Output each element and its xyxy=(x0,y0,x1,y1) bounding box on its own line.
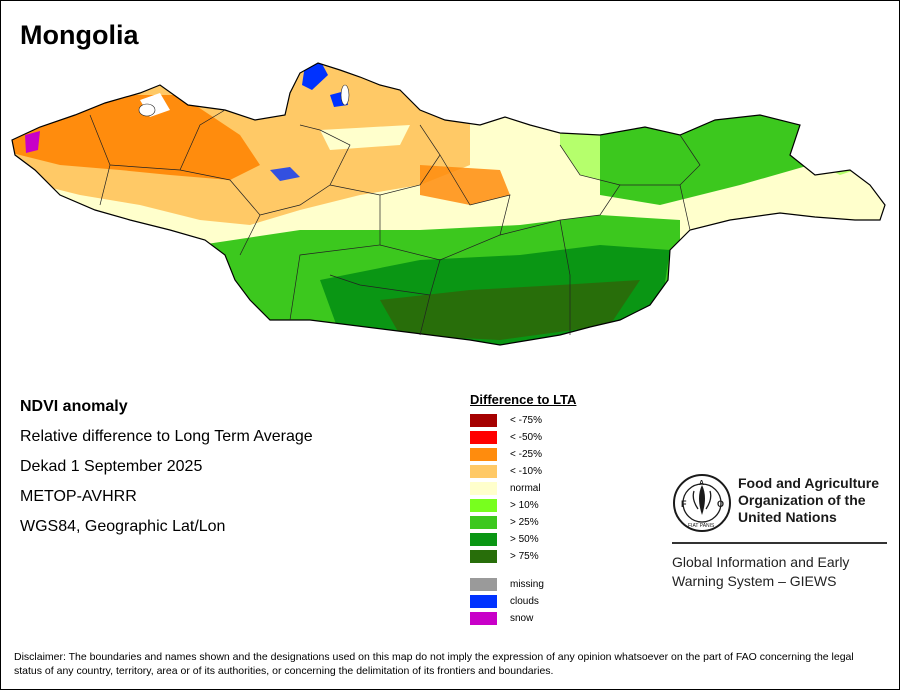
legend-swatch xyxy=(470,414,497,427)
map-info: NDVI anomaly Relative difference to Long… xyxy=(20,397,313,547)
giews-label: Global Information and Early Warning Sys… xyxy=(672,553,849,591)
legend-swatch xyxy=(470,533,497,546)
legend-label: < -50% xyxy=(510,432,542,443)
legend-row: < -25% xyxy=(470,446,576,463)
legend-label: missing xyxy=(510,579,544,590)
legend-swatch xyxy=(470,431,497,444)
legend-label: > 25% xyxy=(510,517,539,528)
info-description: Relative difference to Long Term Average xyxy=(20,428,313,445)
info-projection: WGS84, Geographic Lat/Lon xyxy=(20,518,226,535)
legend-swatch xyxy=(470,550,497,563)
legend-label: > 50% xyxy=(510,534,539,545)
fao-name: Food and Agriculture Organization of the… xyxy=(738,475,879,526)
province-borders xyxy=(89,109,701,336)
fao-logo: F O A FIAT PANIS xyxy=(673,474,731,532)
legend-row: < -50% xyxy=(470,429,576,446)
fao-name-line2: Organization of the xyxy=(738,492,866,508)
fao-branding: F O A FIAT PANIS Food and Agriculture Or… xyxy=(672,473,887,589)
svg-text:A: A xyxy=(699,480,704,487)
legend-swatch xyxy=(470,465,497,478)
legend-row: < -10% xyxy=(470,463,576,480)
legend-label: < -75% xyxy=(510,415,542,426)
legend-row: > 10% xyxy=(470,497,576,514)
legend-extra: missing clouds snow xyxy=(470,576,576,627)
legend-row: > 25% xyxy=(470,514,576,531)
legend-row: > 50% xyxy=(470,531,576,548)
legend-row: < -75% xyxy=(470,412,576,429)
legend-row: snow xyxy=(470,610,576,627)
giews-line2: Warning System – GIEWS xyxy=(672,573,837,589)
legend-title: Difference to LTA xyxy=(470,392,577,407)
legend-swatch xyxy=(470,595,497,608)
info-date: Dekad 1 September 2025 xyxy=(20,458,203,475)
info-product: NDVI anomaly xyxy=(20,398,128,415)
fao-name-line3: United Nations xyxy=(738,509,837,525)
disclaimer: Disclaimer: The boundaries and names sho… xyxy=(14,651,854,677)
legend-swatch xyxy=(470,499,497,512)
legend-row: clouds xyxy=(470,593,576,610)
legend-swatch xyxy=(470,578,497,591)
legend-label: < -25% xyxy=(510,449,542,460)
legend-row: missing xyxy=(470,576,576,593)
ndvi-raster xyxy=(12,63,885,345)
legend-swatch xyxy=(470,482,497,495)
legend-items: < -75% < -50% < -25% < -10% normal > 10% > 25%… xyxy=(470,412,576,565)
legend-label: < -10% xyxy=(510,466,542,477)
svg-text:F: F xyxy=(681,499,687,509)
legend-swatch xyxy=(470,612,497,625)
giews-line1: Global Information and Early xyxy=(672,554,850,570)
mongolia-ndvi-map xyxy=(11,62,886,346)
divider xyxy=(672,542,887,544)
legend-label: > 75% xyxy=(510,551,539,562)
legend-label: snow xyxy=(510,613,534,624)
legend-label: normal xyxy=(510,483,541,494)
legend-row: normal xyxy=(470,480,576,497)
map-title: Mongolia xyxy=(20,20,139,50)
svg-text:FIAT PANIS: FIAT PANIS xyxy=(688,523,715,529)
legend-swatch xyxy=(470,516,497,529)
info-sensor: METOP-AVHRR xyxy=(20,488,137,505)
legend-row: > 75% xyxy=(470,548,576,565)
fao-name-line1: Food and Agriculture xyxy=(738,475,880,491)
lakes xyxy=(138,84,350,117)
svg-text:O: O xyxy=(717,499,724,509)
country-border xyxy=(11,62,886,346)
legend-swatch xyxy=(470,448,497,461)
legend: Difference to LTA < -75% < -50% < -25% < -1… xyxy=(470,392,576,627)
legend-label: > 10% xyxy=(510,500,539,511)
legend-label: clouds xyxy=(510,596,539,607)
